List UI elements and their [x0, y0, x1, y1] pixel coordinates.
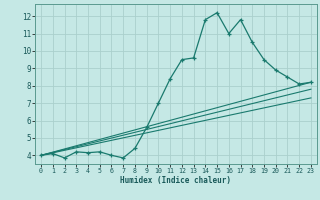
- X-axis label: Humidex (Indice chaleur): Humidex (Indice chaleur): [121, 176, 231, 185]
